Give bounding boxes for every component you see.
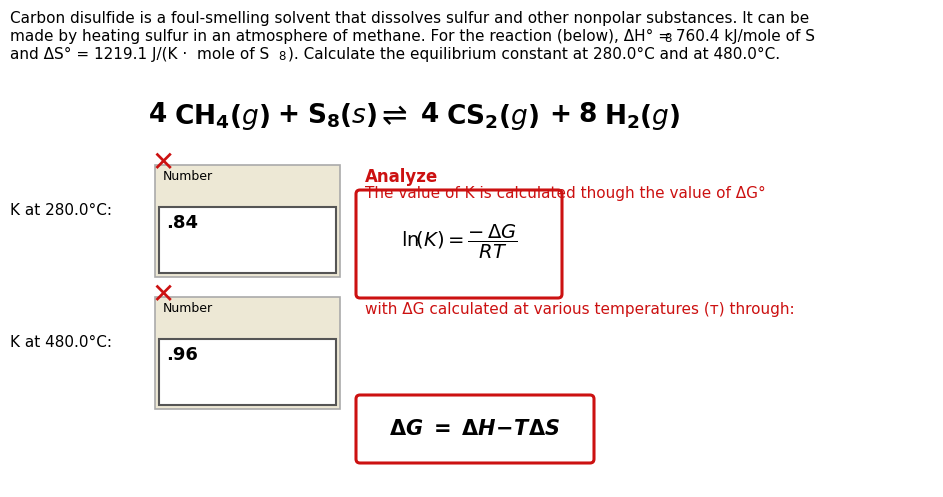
Text: with ΔG calculated at various temperatures (ᴛ) through:: with ΔG calculated at various temperatur… — [365, 302, 795, 317]
Text: made by heating sulfur in an atmosphere of methane. For the reaction (below), ΔH: made by heating sulfur in an atmosphere … — [10, 29, 815, 44]
Bar — [155, 165, 340, 277]
Text: Analyze: Analyze — [365, 168, 438, 186]
Text: $\mathbf{CH_4(\mathit{g})}$: $\mathbf{CH_4(\mathit{g})}$ — [174, 102, 270, 132]
Text: ✕: ✕ — [151, 149, 174, 177]
Text: Number: Number — [163, 302, 213, 315]
Text: 8: 8 — [664, 32, 671, 46]
FancyBboxPatch shape — [356, 190, 562, 298]
Bar — [159, 207, 336, 273]
Text: $\rightleftharpoons$: $\rightleftharpoons$ — [376, 102, 408, 131]
Text: K at 480.0°C:: K at 480.0°C: — [10, 335, 112, 350]
Text: $\mathbf{4}$: $\mathbf{4}$ — [148, 102, 167, 128]
Bar — [159, 339, 336, 405]
Text: The value of K is calculated though the value of ΔG°: The value of K is calculated though the … — [365, 186, 766, 201]
Text: $\mathbf{4}$: $\mathbf{4}$ — [420, 102, 439, 128]
FancyBboxPatch shape — [356, 395, 594, 463]
Text: and ΔS° = 1219.1 J/(K ·  mole of S: and ΔS° = 1219.1 J/(K · mole of S — [10, 47, 270, 62]
Text: Carbon disulfide is a foul-smelling solvent that dissolves sulfur and other nonp: Carbon disulfide is a foul-smelling solv… — [10, 11, 809, 26]
Text: $\mathbf{8}$: $\mathbf{8}$ — [578, 102, 597, 128]
Bar — [155, 297, 340, 409]
Text: $\mathbf{H_2(\mathit{g})}$: $\mathbf{H_2(\mathit{g})}$ — [604, 102, 681, 132]
Text: ). Calculate the equilibrium constant at 280.0°C and at 480.0°C.: ). Calculate the equilibrium constant at… — [288, 47, 780, 62]
Text: Number: Number — [163, 170, 213, 183]
Text: $\mathbf{S_8(\mathit{s})}$: $\mathbf{S_8(\mathit{s})}$ — [307, 102, 377, 131]
Text: K at 280.0°C:: K at 280.0°C: — [10, 203, 112, 218]
Text: $\mathbf{+}$: $\mathbf{+}$ — [277, 102, 298, 128]
Text: $\boldsymbol{\Delta G \ = \ \Delta H\!-\!T\Delta S}$: $\boldsymbol{\Delta G \ = \ \Delta H\!-\… — [389, 419, 561, 439]
Text: $\mathbf{+}$: $\mathbf{+}$ — [549, 102, 571, 128]
Text: ✕: ✕ — [151, 281, 174, 309]
Text: .84: .84 — [166, 214, 198, 232]
Text: $\mathrm{ln}\!\left(\mathit{K}\right) = \dfrac{-\,\Delta G}{RT}$: $\mathrm{ln}\!\left(\mathit{K}\right) = … — [401, 223, 518, 261]
Text: 8: 8 — [278, 51, 286, 64]
Text: .96: .96 — [166, 346, 198, 364]
Text: $\mathbf{CS_2(\mathit{g})}$: $\mathbf{CS_2(\mathit{g})}$ — [446, 102, 538, 132]
